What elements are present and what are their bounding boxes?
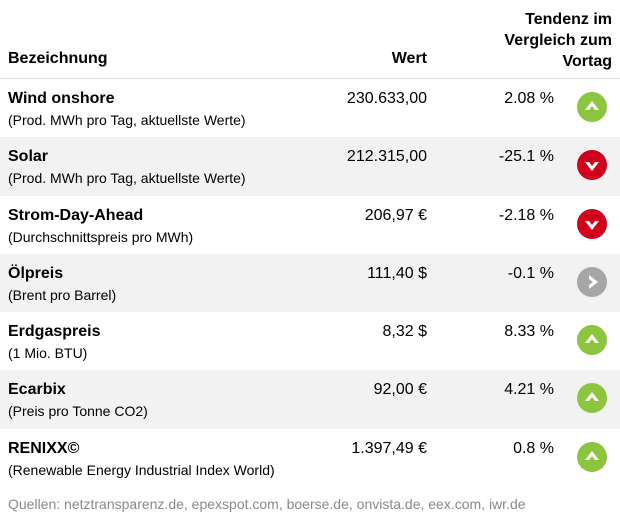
- table-row: Wind onshore (Prod. MWh pro Tag, aktuell…: [0, 79, 620, 137]
- row-value: 1.397,49 €: [351, 439, 427, 457]
- table-header: Bezeichnung Wert Tendenz im Vergleich zu…: [0, 0, 620, 79]
- table-row: Ecarbix (Preis pro Tonne CO2) 92,00 € 4.…: [0, 370, 620, 429]
- arrow-right-icon: [577, 266, 607, 297]
- table-row: Strom-Day-Ahead (Durchschnittspreis pro …: [0, 196, 620, 254]
- row-change-percent: 8.33 %: [504, 323, 554, 341]
- arrow-up-icon: [577, 325, 607, 356]
- row-description: (Brent pro Barrel): [8, 286, 117, 303]
- row-description: (1 Mio. BTU): [8, 345, 88, 362]
- column-header-tendenz: Tendenz im Vergleich zum Vortag: [452, 9, 612, 72]
- arrow-down-icon: [577, 150, 607, 181]
- row-change-percent: -25.1 %: [498, 148, 554, 166]
- row-description: (Durchschnittspreis pro MWh): [8, 228, 194, 245]
- row-name: Strom-Day-Ahead: [8, 206, 144, 224]
- sources-footer: Quellen: netztransparenz.de, epexspot.co…: [8, 496, 526, 512]
- row-value: 111,40 $: [367, 264, 427, 282]
- column-header-wert: Wert: [391, 50, 427, 67]
- table-row: Erdgaspreis (1 Mio. BTU) 8,32 $ 8.33 %: [0, 312, 620, 370]
- table-row: RENIXX© (Renewable Energy Industrial Ind…: [0, 429, 620, 487]
- tendenz-line-3: Vortag: [562, 53, 612, 70]
- row-value: 92,00 €: [373, 381, 427, 399]
- row-change-percent: -2.18 %: [498, 206, 554, 224]
- row-name: Erdgaspreis: [8, 323, 101, 341]
- row-name: Solar: [8, 148, 49, 166]
- arrow-up-icon: [577, 92, 607, 122]
- column-header-bezeichnung: Bezeichnung: [8, 50, 108, 67]
- table-row: Solar (Prod. MWh pro Tag, aktuellste Wer…: [0, 137, 620, 196]
- row-description: (Renewable Energy Industrial Index World…: [8, 461, 275, 478]
- tendenz-line-1: Tendenz im: [525, 11, 612, 28]
- arrow-down-icon: [577, 208, 607, 239]
- row-description: (Prod. MWh pro Tag, aktuellste Werte): [8, 170, 246, 187]
- row-change-percent: 0.8 %: [513, 439, 554, 457]
- row-description: (Prod. MWh pro Tag, aktuellste Werte): [8, 112, 246, 128]
- row-change-percent: -0.1 %: [507, 264, 554, 282]
- row-name: Ölpreis: [8, 264, 64, 282]
- row-name: Wind onshore: [8, 90, 115, 107]
- table-row: Ölpreis (Brent pro Barrel) 111,40 $ -0.1…: [0, 253, 620, 313]
- row-name: Ecarbix: [8, 381, 66, 399]
- row-name: RENIXX©: [8, 439, 80, 457]
- row-description: (Preis pro Tonne CO2): [8, 403, 148, 420]
- row-change-percent: 4.21 %: [504, 381, 554, 399]
- row-value: 206,97 €: [364, 206, 427, 224]
- arrow-up-icon: [577, 441, 607, 472]
- row-value: 212.315,00: [346, 148, 427, 166]
- arrow-up-icon: [577, 383, 607, 414]
- market-table: Bezeichnung Wert Tendenz im Vergleich zu…: [0, 0, 620, 487]
- row-value: 230.633,00: [346, 90, 427, 107]
- tendenz-line-2: Vergleich zum: [504, 32, 612, 49]
- row-change-percent: 2.08 %: [504, 90, 554, 107]
- row-value: 8,32 $: [382, 323, 427, 341]
